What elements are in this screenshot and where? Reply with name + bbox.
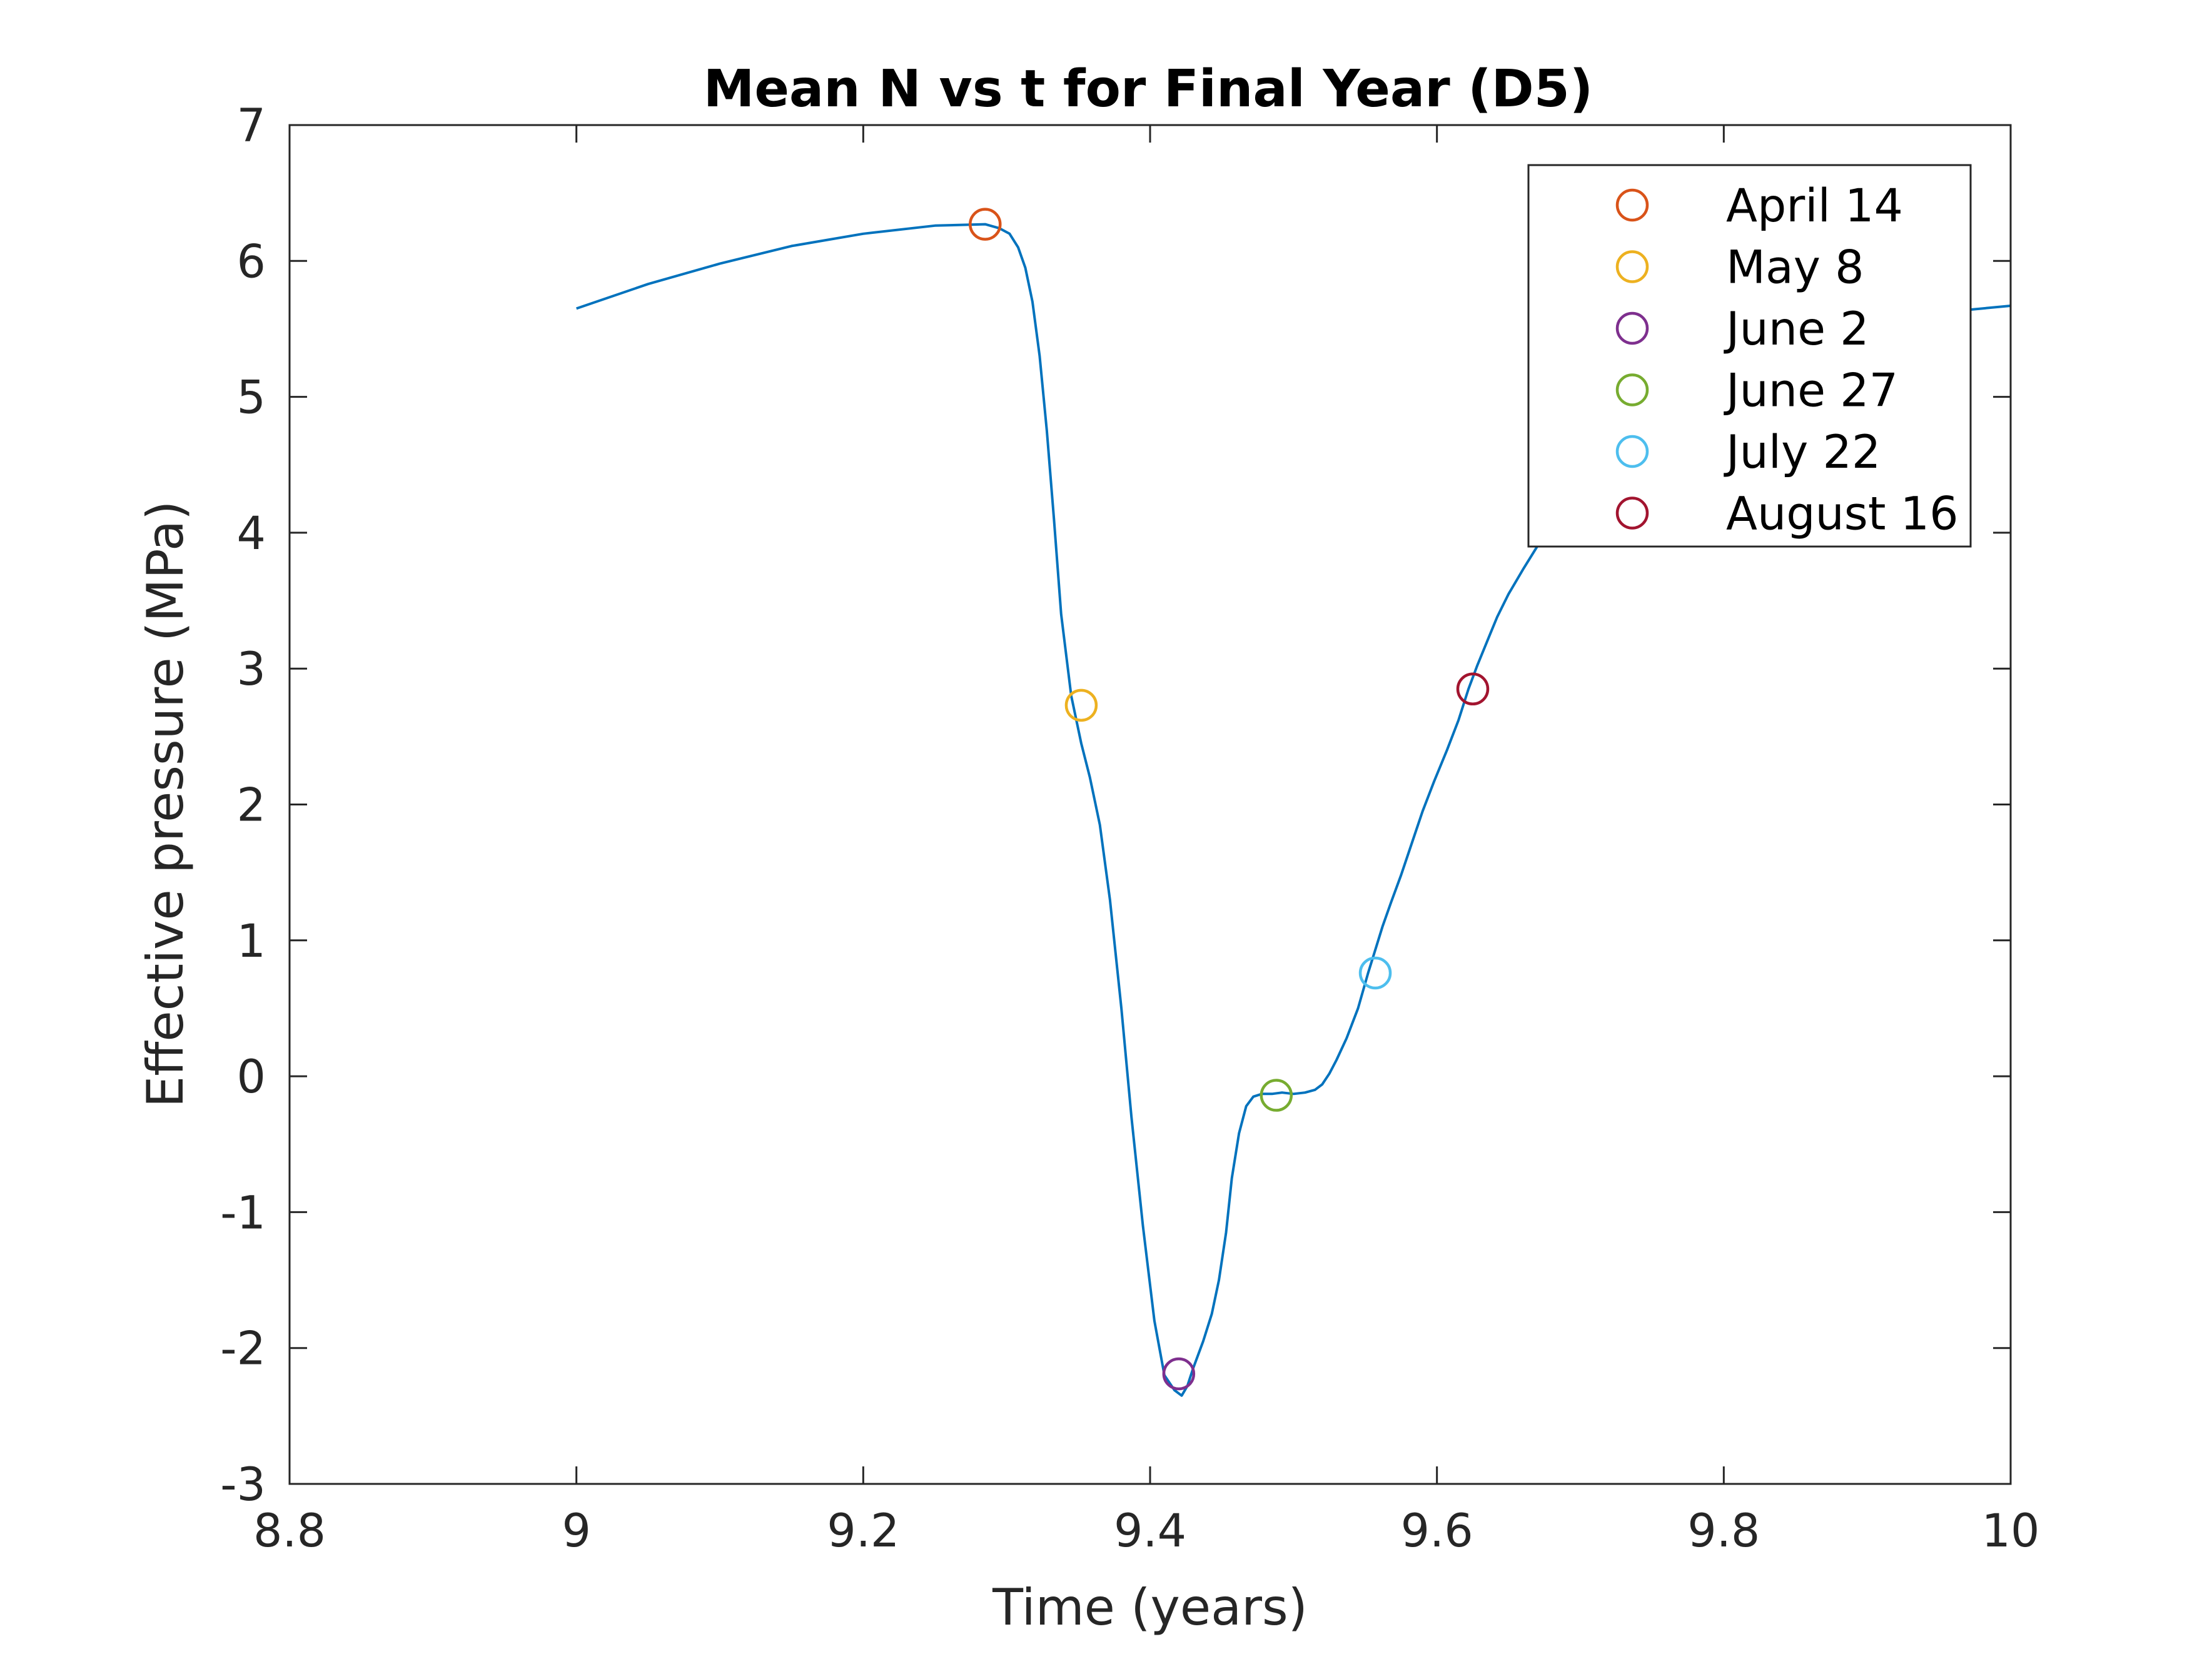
legend-label: June 27 xyxy=(1724,365,1898,418)
legend-label: August 16 xyxy=(1726,488,1959,541)
marker-august-16 xyxy=(1456,672,1490,706)
legend: April 14 May 8 June 2 June 27 July 22 August … xyxy=(1527,164,1972,548)
y-tick-label: 4 xyxy=(237,507,266,560)
y-tick-label: -1 xyxy=(220,1186,266,1239)
marker-july-22 xyxy=(1358,956,1392,990)
x-tick-label: 9.8 xyxy=(1687,1505,1760,1558)
axis-ticks: 8.8 9 9.2 9.4 9.6 9.8 10 -3 -2 -1 0 1 2 3 4 5 6 7 xyxy=(220,99,2039,1558)
series-line xyxy=(576,223,2011,1397)
y-tick-label: 6 xyxy=(237,235,266,288)
y-axis-label: Effective pressure (MPa) xyxy=(136,501,194,1108)
chart-title: Mean N vs t for Final Year (D5) xyxy=(704,59,1593,119)
y-tick-label: 1 xyxy=(237,915,266,968)
marker-may-8 xyxy=(1064,688,1098,722)
legend-marker xyxy=(1615,435,1649,468)
legend-marker xyxy=(1615,497,1649,530)
x-tick-label: 9.6 xyxy=(1401,1505,1473,1558)
y-tick-label: -2 xyxy=(220,1323,266,1376)
legend-marker xyxy=(1615,373,1649,406)
y-tick-label: 7 xyxy=(237,99,266,153)
x-axis-label: Time (years) xyxy=(992,1578,1308,1636)
x-tick-label: 8.8 xyxy=(253,1505,326,1558)
y-tick-label: -3 xyxy=(220,1458,266,1511)
y-tick-label: 2 xyxy=(237,779,266,832)
marker-june-27 xyxy=(1260,1079,1293,1112)
legend-label: April 14 xyxy=(1726,179,1903,233)
marker-june-2 xyxy=(1162,1357,1196,1391)
x-tick-label: 9.2 xyxy=(827,1505,899,1558)
x-tick-label: 9.4 xyxy=(1114,1505,1186,1558)
plot-area xyxy=(576,208,2011,1397)
y-tick-label: 5 xyxy=(237,371,266,425)
legend-box xyxy=(1527,164,1972,548)
legend-label: July 22 xyxy=(1724,426,1881,479)
y-tick-label: 3 xyxy=(237,643,266,696)
y-tick-label: 0 xyxy=(237,1051,266,1104)
marker-april-14 xyxy=(969,208,1002,241)
legend-label: May 8 xyxy=(1726,241,1864,295)
legend-marker xyxy=(1615,250,1649,283)
legend-label: June 2 xyxy=(1724,303,1869,356)
legend-marker xyxy=(1615,188,1649,222)
x-tick-label: 9 xyxy=(562,1505,590,1558)
x-tick-label: 10 xyxy=(1982,1505,2040,1558)
legend-marker xyxy=(1615,311,1649,345)
